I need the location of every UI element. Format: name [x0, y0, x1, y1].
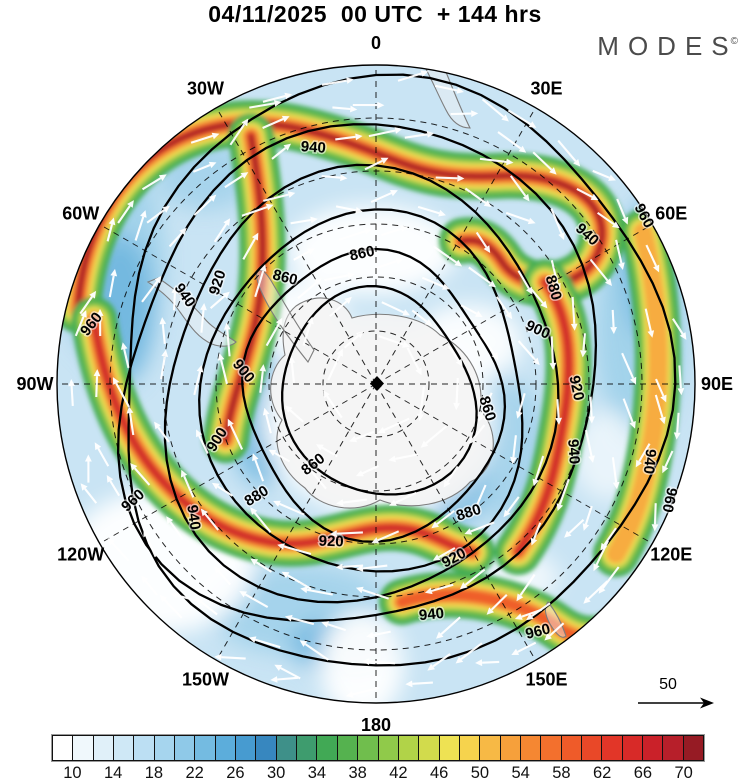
- colorbar-cell: [641, 736, 663, 760]
- colorbar-cell: [296, 736, 317, 760]
- longitude-labels: 0 30E 60E 90E 120E 150E 180 150W 120W 90W 60W 30W: [16, 33, 733, 735]
- contour-label: 940: [183, 504, 203, 531]
- colorbar-cell: [92, 736, 114, 760]
- contour-label: 920: [318, 533, 344, 551]
- colorbar-cell: [580, 736, 602, 760]
- colorbar-cell: [72, 736, 93, 760]
- pole-marker: [370, 376, 384, 391]
- colorbar-tick-label: 34: [307, 764, 327, 782]
- contour-label: 940: [640, 448, 660, 475]
- longitude-label: 60W: [62, 204, 99, 224]
- modes-logo: MODES©: [597, 31, 738, 62]
- colorbar: 10 14 18 22 26 30 34 38 42 46 50 54 58 62 66 70: [52, 735, 704, 782]
- colorbar-cell: [458, 736, 480, 760]
- colorbar-cell: [275, 736, 297, 760]
- colorbar-tick-label: 46: [429, 764, 449, 782]
- longitude-label: 180: [361, 715, 391, 735]
- colorbar-cell: [133, 736, 154, 760]
- longitude-label: 90W: [16, 374, 53, 394]
- contour-label: 940: [564, 439, 583, 465]
- antarctica-coast: [270, 297, 494, 509]
- colorbar-cell: [153, 736, 175, 760]
- colorbar-tick-label: 18: [144, 764, 164, 782]
- longitude-label: 60E: [655, 204, 687, 224]
- colorbar-cell: [479, 736, 500, 760]
- graticule: [57, 65, 695, 703]
- colorbar-tick-label: 38: [348, 764, 367, 782]
- colorbar-cell: [621, 736, 642, 760]
- colorbar-tick-label: 42: [389, 764, 408, 782]
- colorbar-cell: [540, 736, 561, 760]
- colorbar-cell: [255, 736, 276, 760]
- colorbar-tick-label: 58: [552, 764, 571, 782]
- colorbar-cells: [52, 735, 704, 761]
- colorbar-cell: [235, 736, 256, 760]
- longitude-label: 30E: [530, 79, 562, 99]
- colorbar-cell: [662, 736, 683, 760]
- colorbar-tick-label: 62: [592, 764, 612, 782]
- contour-label: 940: [300, 138, 326, 157]
- colorbar-tick-label: 66: [633, 764, 653, 782]
- colorbar-cell: [438, 736, 459, 760]
- colorbar-tick-label: 30: [266, 764, 286, 782]
- colorbar-cell: [174, 736, 195, 760]
- page-title: 04/11/2025 00 UTC + 144 hrs: [208, 1, 542, 27]
- reference-arrow: [638, 697, 714, 709]
- colorbar-tick-labels: 10 14 18 22 26 30 34 38 42 46 50 54 58 62 66 70: [52, 764, 704, 782]
- longitude-label: 150E: [525, 669, 567, 689]
- longitude-label: 30W: [187, 79, 224, 99]
- longitude-label: 120W: [57, 545, 104, 565]
- colorbar-tick-label: 50: [470, 764, 490, 782]
- colorbar-cell: [601, 736, 622, 760]
- colorbar-cell: [194, 736, 215, 760]
- colorbar-tick-label: 54: [511, 764, 530, 782]
- longitude-label: 150W: [182, 669, 229, 689]
- colorbar-cell: [397, 736, 419, 760]
- colorbar-cell: [214, 736, 236, 760]
- colorbar-cell: [336, 736, 358, 760]
- colorbar-cell: [53, 736, 73, 760]
- reference-arrow-label: 50: [659, 676, 677, 693]
- coastlines: [146, 65, 691, 665]
- contour-label: 860: [271, 266, 299, 289]
- colorbar-tick-label: 26: [226, 764, 245, 782]
- colorbar-cell: [682, 736, 703, 760]
- contour-label: 940: [418, 605, 445, 625]
- longitude-label: 0: [371, 33, 381, 53]
- colorbar-tick-label: 14: [103, 764, 123, 782]
- map-boundary: [56, 64, 696, 704]
- colorbar-cell: [377, 736, 398, 760]
- colorbar-cell: [418, 736, 439, 760]
- wind-arrows: [68, 70, 687, 698]
- height-contours: [116, 73, 677, 667]
- colorbar-cell: [316, 736, 337, 760]
- colorbar-cell: [499, 736, 520, 760]
- longitude-label: 90E: [701, 374, 733, 394]
- logo-text: MODES: [597, 31, 738, 61]
- longitude-label: 120E: [650, 545, 692, 565]
- jet-streams: [57, 100, 682, 662]
- colorbar-cell: [560, 736, 581, 760]
- colorbar-tick-label: 70: [674, 764, 693, 782]
- colorbar-cell: [113, 736, 134, 760]
- colorbar-cell: [519, 736, 541, 760]
- colorbar-cell: [357, 736, 378, 760]
- copyright-symbol: ©: [730, 36, 738, 47]
- contour-label: 960: [658, 486, 680, 514]
- colorbar-tick-label: 22: [185, 764, 204, 782]
- colorbar-tick-label: 10: [63, 764, 82, 782]
